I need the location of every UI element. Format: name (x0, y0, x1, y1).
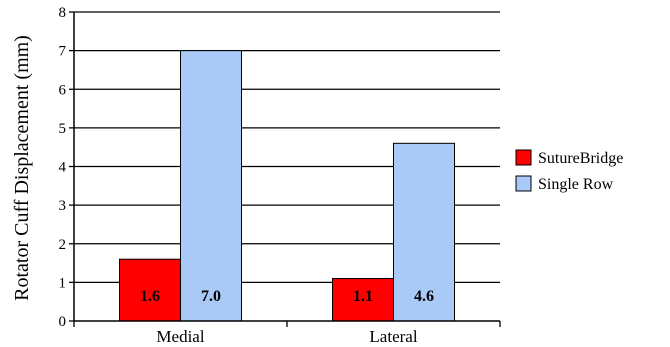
legend-label: SutureBridge (538, 150, 623, 167)
legend: SutureBridge Single Row (515, 149, 623, 193)
data-labels: 1.6 7.0 1.1 4.6 (140, 288, 434, 305)
y-tick-label: 2 (59, 237, 67, 253)
category-labels: Medial Lateral (156, 327, 417, 346)
y-tick-label: 0 (59, 314, 67, 330)
data-label: 4.6 (414, 288, 434, 305)
legend-label: Single Row (538, 176, 614, 193)
y-tick-labels: 0 1 2 3 4 5 6 7 8 (59, 5, 67, 330)
category-label: Lateral (369, 327, 417, 346)
bar-suturebridge-medial (119, 258, 181, 322)
legend-swatch (515, 149, 532, 166)
axes (69, 11, 501, 327)
data-label: 1.6 (140, 288, 160, 305)
bar-single-row-medial (180, 50, 242, 322)
gridlines (74, 11, 500, 284)
bars (119, 50, 455, 322)
legend-swatch (515, 175, 532, 192)
y-tick-label: 8 (59, 5, 67, 21)
data-label: 7.0 (201, 288, 221, 305)
bar-single-row-lateral (393, 142, 455, 322)
y-tick-label: 7 (59, 44, 67, 60)
y-tick-label: 4 (59, 160, 67, 176)
y-axis-title: Rotator Cuff Displacement (mm) (11, 35, 33, 301)
y-tick-label: 6 (59, 82, 67, 98)
y-tick-label: 1 (59, 275, 67, 291)
y-tick-label: 3 (59, 198, 67, 214)
y-tick-label: 5 (59, 121, 67, 137)
data-label: 1.1 (353, 288, 373, 305)
category-label: Medial (156, 327, 204, 346)
